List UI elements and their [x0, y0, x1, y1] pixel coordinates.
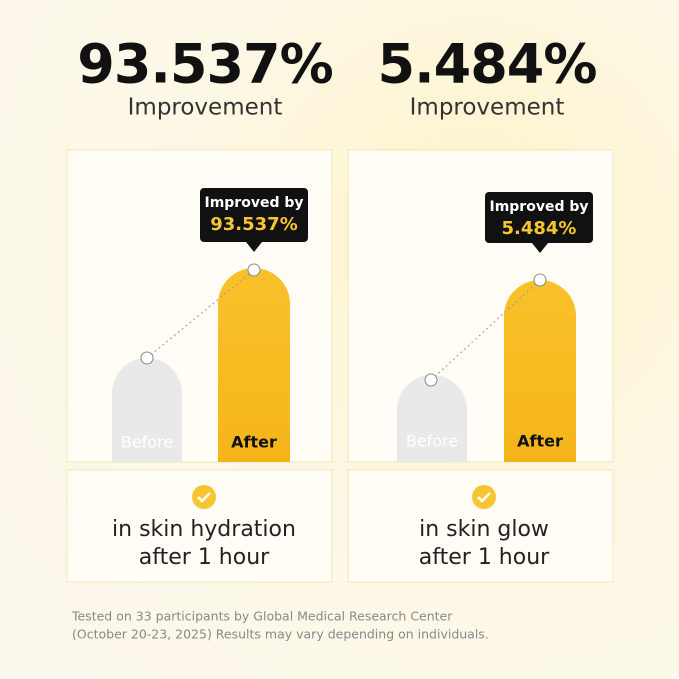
badge-value: 93.537% [210, 214, 298, 235]
headline: 5.484% [378, 33, 597, 96]
before-bar [397, 375, 467, 462]
badge [485, 192, 593, 253]
after-bar [218, 268, 290, 462]
caption: after 1 hour [139, 545, 270, 570]
before-bar [112, 358, 182, 462]
caption: in skin hydration [112, 517, 296, 542]
badge-value: 5.484% [502, 218, 577, 239]
footnote: (October 20-23, 2025) Results may vary d… [72, 627, 489, 642]
caption: in skin glow [419, 517, 549, 542]
point [140, 351, 154, 365]
headline-caption: Improvement [128, 95, 283, 121]
point [247, 263, 261, 277]
after-bar [504, 280, 576, 462]
caption: after 1 hour [419, 545, 550, 570]
footnote: Tested on 33 participants by Global Medi… [71, 609, 453, 624]
badge [200, 188, 308, 252]
check-mark [477, 492, 491, 503]
headline-caption: Improvement [410, 95, 565, 121]
bar-label: Before [121, 433, 173, 452]
bar-label: Before [406, 432, 458, 451]
point [533, 273, 547, 287]
bar-label: After [517, 432, 563, 451]
point [424, 373, 438, 387]
check-icon [192, 485, 216, 509]
badge-label: Improved by [489, 199, 588, 215]
trend-line [146, 269, 255, 359]
check-icon [472, 485, 496, 509]
headline: 93.537% [77, 33, 333, 96]
check-mark [197, 492, 211, 503]
badge-label: Improved by [204, 195, 303, 211]
bar-label: After [231, 433, 277, 452]
